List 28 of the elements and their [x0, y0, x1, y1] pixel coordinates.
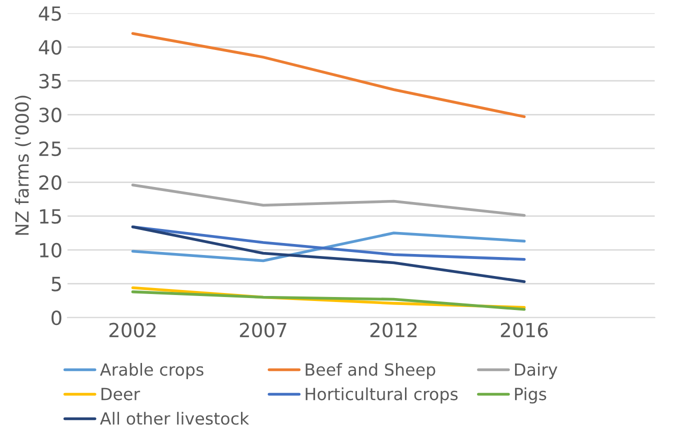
- y-tick-label: 0: [52, 310, 62, 326]
- legend-label: Beef and Sheep: [306, 362, 436, 380]
- line-series: [131, 226, 526, 261]
- legend-label: Horticultural crops: [306, 387, 458, 404]
- line-series: [131, 184, 526, 217]
- y-tick-label: 35: [39, 74, 61, 89]
- x-tick-label: 2007: [240, 322, 286, 338]
- y-tick-label: 30: [39, 108, 62, 122]
- line-series: [131, 232, 526, 262]
- legend-label: Pigs: [515, 387, 546, 404]
- y-tick-label: 10: [40, 242, 62, 258]
- y-tick-label: 45: [38, 6, 61, 21]
- line-series: [131, 290, 526, 311]
- y-axis-title: NZ farms ('000): [14, 96, 31, 235]
- x-tick-label: 2002: [109, 322, 156, 338]
- legend-label: All other livestock: [100, 412, 250, 425]
- legend-label: Dairy: [515, 362, 558, 380]
- line-series: [131, 226, 526, 284]
- x-tick-label: 2012: [370, 322, 417, 338]
- y-tick-label: 15: [40, 209, 61, 224]
- y-tick-label: 25: [39, 141, 61, 156]
- y-tick-label: 40: [38, 40, 62, 55]
- line-series: [131, 32, 526, 118]
- y-tick-label: 20: [39, 175, 62, 190]
- y-tick-label: 5: [52, 276, 61, 292]
- x-tick-label: 2016: [500, 322, 548, 338]
- legend-label: Deer: [102, 388, 140, 400]
- legend-label: Arable crops: [100, 362, 204, 380]
